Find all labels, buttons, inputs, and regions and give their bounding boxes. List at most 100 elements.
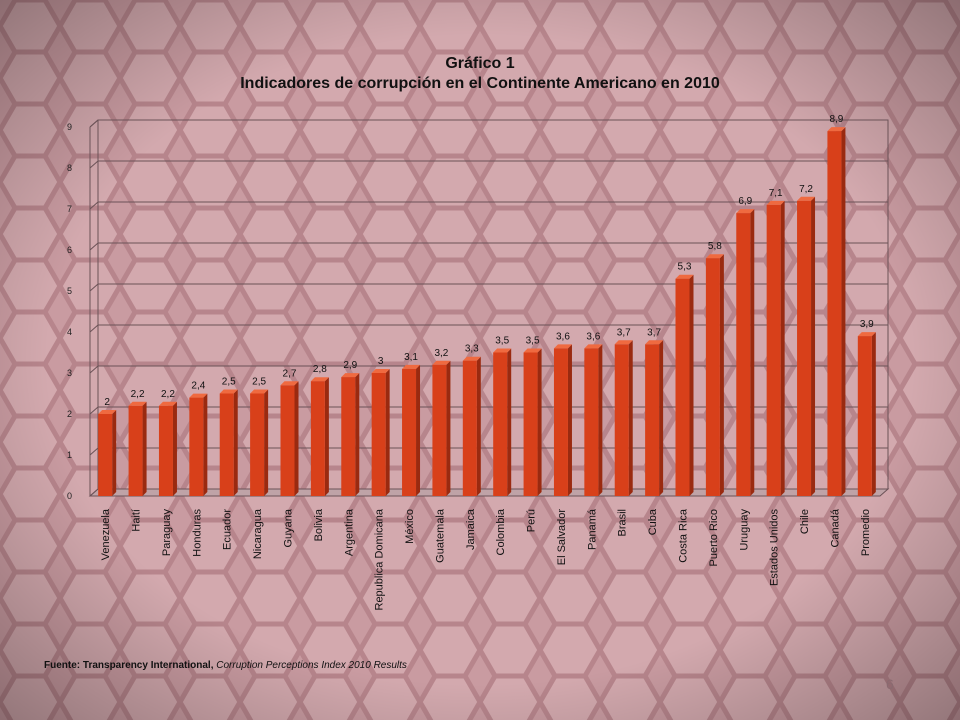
chart-subtitle: Indicadores de corrupción en el Continen… (240, 75, 720, 92)
data-label: 2,4 (191, 381, 205, 392)
bar-side (294, 381, 299, 496)
gridline (89, 283, 888, 292)
data-label: 2,9 (343, 360, 357, 371)
x-tick-label: Argentina (343, 508, 355, 556)
data-label: 2,2 (131, 389, 145, 400)
bar-top (553, 344, 572, 349)
bar-side (416, 364, 421, 496)
bar-side (841, 127, 846, 496)
bar (584, 348, 599, 496)
bar-side (142, 401, 147, 496)
x-tick-label: México (404, 509, 416, 544)
gridline (89, 324, 888, 333)
source-label: Fuente: Transparency International, (44, 660, 217, 671)
bar-top (736, 209, 755, 214)
data-label: 2,7 (283, 368, 297, 379)
x-tick-label: El Salvador (556, 509, 568, 566)
bar (432, 364, 447, 496)
source-note: Fuente: Transparency International, Corr… (44, 660, 407, 671)
bar-top (371, 369, 390, 373)
bar (310, 381, 325, 496)
bar-side (172, 401, 177, 496)
y-tick-label: 1 (67, 450, 72, 460)
bar-side (598, 344, 603, 496)
gridline (89, 201, 888, 210)
data-label: 2 (104, 397, 110, 408)
data-label: 3,6 (556, 331, 570, 342)
y-tick-label: 4 (67, 327, 72, 337)
bar-top (493, 348, 512, 353)
bar (219, 393, 234, 496)
bar-side (507, 348, 512, 496)
x-tick-label: Chile (799, 509, 811, 534)
chart-title: Gráfico 1 (445, 55, 515, 72)
data-label: 8,9 (829, 114, 843, 125)
bar-top (158, 401, 177, 406)
source-title: Corruption Perceptions Index 2010 Result… (216, 660, 407, 671)
data-label: 3,7 (617, 327, 631, 338)
bar-side (689, 274, 694, 496)
x-tick-label: Paraguay (161, 509, 173, 557)
x-tick-label: Puerto Rico (708, 509, 720, 566)
gridline (89, 119, 888, 128)
data-label: 3,2 (434, 348, 448, 359)
bar-side (324, 377, 329, 496)
bar (857, 336, 872, 496)
bar-side (811, 196, 816, 497)
bar (493, 352, 508, 496)
bar (705, 258, 720, 496)
x-tick-label: Brasil (617, 509, 629, 537)
bar (128, 405, 143, 496)
x-tick-label: Guyana (283, 508, 295, 547)
x-tick-label: Colombia (495, 508, 507, 555)
data-label: 7,2 (799, 184, 813, 195)
data-label: 2,8 (313, 364, 327, 375)
data-label: 2,5 (222, 377, 236, 388)
bar (250, 393, 265, 496)
bar (797, 200, 812, 497)
bar (98, 414, 113, 496)
bar-top (310, 377, 329, 382)
bar-top (402, 364, 421, 369)
y-tick-label: 3 (67, 368, 72, 378)
bar (280, 385, 295, 496)
bar (736, 213, 751, 496)
bar-top (128, 401, 147, 406)
bar-side (264, 389, 269, 496)
data-label: 5,8 (708, 241, 722, 252)
bar-top (705, 254, 724, 259)
bar-side (355, 373, 360, 496)
x-tick-label: Canadá (829, 508, 841, 547)
x-tick-label: Ecuador (222, 509, 234, 550)
data-label: 5,3 (678, 262, 692, 273)
bar-top (584, 344, 603, 349)
bar (402, 368, 417, 496)
bar-side (446, 360, 451, 496)
y-tick-label: 6 (67, 245, 72, 255)
x-tick-label: Guatemala (434, 508, 446, 563)
x-tick-label: Venezuela (100, 508, 112, 560)
slide-number: 6 (886, 676, 894, 692)
data-label: 3,3 (465, 344, 479, 355)
y-tick-label: 7 (67, 204, 72, 214)
bar-top (675, 274, 694, 279)
y-tick-label: 2 (67, 409, 72, 419)
bar-top (341, 373, 360, 378)
bar-top (98, 410, 117, 414)
bar-side (203, 393, 208, 496)
y-tick-label: 9 (67, 122, 72, 132)
bar-top (219, 389, 238, 394)
y-tick-label: 0 (67, 491, 72, 501)
x-tick-label: Costa Rica (678, 508, 690, 563)
bar (462, 360, 477, 496)
bar (827, 131, 842, 496)
bar-side (659, 340, 664, 496)
x-tick-label: Jamaica (465, 508, 477, 550)
data-label: 3,9 (860, 319, 874, 330)
bar-top (462, 356, 481, 361)
x-tick-label: Bolivia (313, 508, 325, 541)
bar (189, 397, 204, 496)
data-label: 3,5 (526, 336, 540, 347)
bar-side (476, 356, 481, 496)
data-label: 3 (378, 356, 384, 367)
